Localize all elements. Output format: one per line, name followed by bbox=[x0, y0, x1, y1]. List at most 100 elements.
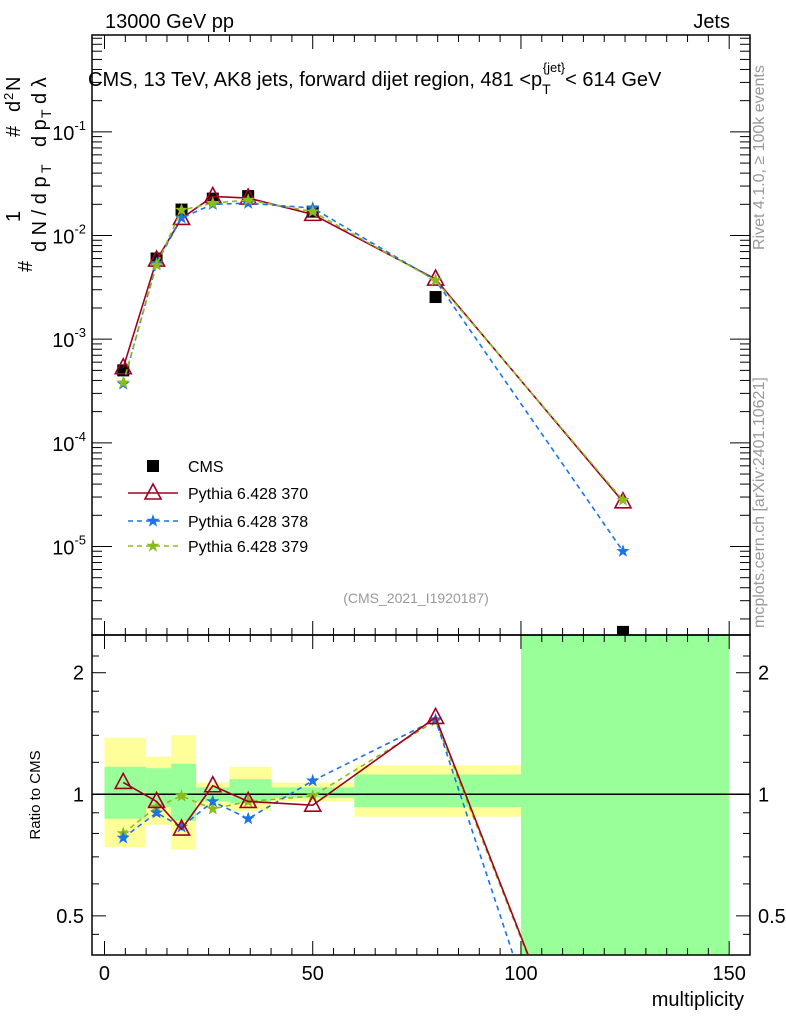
ratio-y-tick-label: 2 bbox=[73, 663, 84, 685]
legend-item: CMS bbox=[147, 459, 224, 476]
ratio-point bbox=[306, 773, 320, 787]
ratio-point bbox=[203, 775, 223, 793]
ratio-series-group bbox=[113, 706, 529, 955]
tick-base: 10 bbox=[52, 123, 74, 145]
ratio-point bbox=[149, 805, 164, 819]
ratio-y-tick-label-right: 0.5 bbox=[758, 906, 786, 928]
ylabel-dp: d p bbox=[29, 119, 51, 147]
title-sub: T bbox=[542, 81, 551, 97]
ylabel-d: d bbox=[3, 101, 25, 112]
data-point bbox=[613, 491, 633, 509]
data-point bbox=[174, 210, 189, 224]
series-cms bbox=[117, 190, 629, 635]
ylabel-one: 1 bbox=[3, 211, 25, 222]
ratio-pythia-6-428-370 bbox=[113, 706, 529, 955]
analysis-id: (CMS_2021_I1920187) bbox=[343, 590, 489, 606]
ratio-point bbox=[303, 794, 323, 812]
ylabel-2: 2 bbox=[1, 93, 16, 100]
series-pythia-6-428-379 bbox=[116, 193, 630, 506]
data-point bbox=[113, 357, 133, 375]
rivet-label: Rivet 4.1.0, ≥ 100k events bbox=[751, 65, 768, 250]
ratio-point bbox=[174, 789, 189, 802]
title-sup: {jet} bbox=[543, 60, 566, 75]
y-tick-label: 10-4 bbox=[52, 429, 86, 456]
ratio-point bbox=[206, 794, 220, 808]
ratio-point bbox=[206, 801, 220, 815]
series-line bbox=[122, 195, 624, 503]
mcplots-label: mcplots.cern.ch [arXiv:2401.10621] bbox=[751, 377, 768, 628]
ratio-y-tick-label: 1 bbox=[73, 784, 84, 806]
uncertainty-band-green bbox=[146, 768, 172, 808]
ratio-point bbox=[116, 830, 130, 844]
ylabel-n: N bbox=[3, 77, 25, 91]
ratio-point bbox=[241, 811, 255, 825]
legend-label: Pythia 6.428 378 bbox=[188, 514, 308, 531]
y-tick-label: 10-2 bbox=[52, 222, 86, 249]
legend-marker bbox=[147, 460, 159, 472]
ratio-point bbox=[172, 818, 191, 836]
header-left: 13000 GeV pp bbox=[105, 11, 234, 33]
tick-exp: -3 bbox=[74, 325, 86, 340]
title-post: < 614 GeV bbox=[565, 69, 662, 91]
y-axis-label: # 1 d N / d p T # d 2 N d p T d λ bbox=[1, 77, 54, 272]
legend-marker bbox=[146, 539, 160, 552]
uncertainty-band-green bbox=[171, 763, 197, 821]
tick-base: 10 bbox=[52, 227, 74, 249]
tick-exp: -1 bbox=[74, 118, 86, 133]
ratio-y-tick-label-right: 2 bbox=[758, 663, 769, 685]
data-point bbox=[306, 204, 320, 218]
chart-title: CMS, 13 TeV, AK8 jets, forward dijet reg… bbox=[88, 60, 662, 97]
ratio-y-label: Ratio to CMS bbox=[27, 750, 44, 839]
x-tick-label: 50 bbox=[302, 963, 324, 985]
ratio-point bbox=[426, 706, 445, 725]
legend-item: Pythia 6.428 378 bbox=[128, 514, 308, 531]
ylabel-sub-t: T bbox=[38, 164, 54, 173]
uncertainty-band-green bbox=[104, 766, 147, 819]
ylabel-hash1: # bbox=[15, 260, 37, 272]
series-line bbox=[122, 202, 624, 552]
ratio-y-tick-label: 0.5 bbox=[56, 906, 84, 928]
main-series-group bbox=[113, 185, 633, 635]
legend-item: Pythia 6.428 379 bbox=[128, 539, 308, 556]
ratio-line bbox=[122, 716, 529, 955]
y-tick-label: 10-5 bbox=[52, 532, 86, 559]
data-point bbox=[429, 291, 442, 304]
series-line bbox=[122, 199, 624, 501]
data-point bbox=[174, 203, 189, 216]
ratio-y-tick-label-right: 1 bbox=[758, 784, 769, 806]
ratio-line bbox=[122, 718, 514, 955]
x-axis-label: multiplicity bbox=[652, 989, 744, 1011]
tick-base: 10 bbox=[52, 330, 74, 352]
tick-exp: -5 bbox=[74, 532, 86, 547]
ratio-point bbox=[238, 790, 258, 809]
y-tick-label: 10-1 bbox=[52, 118, 86, 145]
ratio-frame bbox=[91, 634, 751, 956]
data-point bbox=[616, 544, 630, 557]
uncertainty-band-green bbox=[354, 774, 521, 808]
y-tick-label: 10-3 bbox=[52, 325, 86, 352]
ratio-point bbox=[147, 790, 166, 809]
data-point bbox=[616, 625, 629, 635]
data-point bbox=[428, 273, 443, 286]
ratio-point bbox=[174, 820, 189, 833]
x-tick-label: 100 bbox=[504, 963, 537, 985]
data-point bbox=[241, 193, 255, 206]
data-point bbox=[116, 375, 130, 389]
legend-item: Pythia 6.428 370 bbox=[128, 482, 308, 503]
data-point bbox=[149, 258, 164, 271]
ylabel-sub-t2: T bbox=[38, 109, 54, 118]
tick-exp: -2 bbox=[74, 222, 86, 237]
tick-exp: -4 bbox=[74, 429, 86, 444]
ylabel-dndpt: d N / d p bbox=[29, 176, 51, 252]
ylabel-hash2: # bbox=[3, 125, 25, 137]
title-pre: CMS, 13 TeV, AK8 jets, forward dijet reg… bbox=[88, 69, 542, 91]
x-tick-label: 150 bbox=[712, 963, 745, 985]
ratio-point bbox=[113, 771, 133, 790]
header-right: Jets bbox=[693, 11, 730, 33]
legend-label: CMS bbox=[188, 459, 224, 476]
data-point bbox=[303, 203, 323, 222]
data-point bbox=[616, 493, 630, 506]
legend-label: Pythia 6.428 379 bbox=[188, 539, 308, 556]
